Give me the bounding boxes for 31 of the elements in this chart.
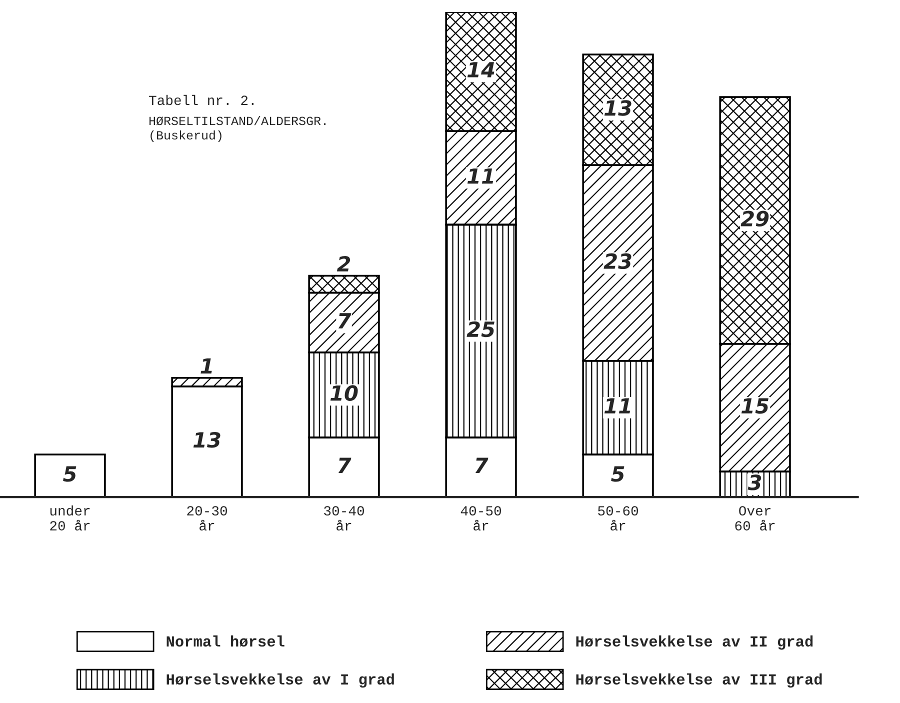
text: HØRSELTILSTAND/ALDERSGR. (Buskerud) [149,116,326,142]
data-label: 2 [336,256,350,272]
x-tick-label: Over 60 år [735,506,775,531]
data-label: 13 [604,100,632,116]
text: Tabell nr. 2. [149,94,254,106]
bar [34,454,106,498]
data-label: 25 [466,321,494,338]
x-tick-label: 20-30 år [187,506,227,531]
data-label: 11 [604,398,630,414]
data-label: 7 [338,313,352,328]
x-tick-label: 40-50 år [460,506,502,531]
data-label: 1 [200,358,212,374]
data-label: 11 [467,168,494,184]
legend-label: Hørselsvekkelse av II grad [576,635,813,650]
x-tick-label: under 20 år [50,505,90,531]
data-label: 7 [338,458,352,473]
data-label: 13 [193,432,220,448]
data-label: 5 [611,466,624,482]
data-label: 3 [748,474,762,490]
data-label: 23 [604,253,632,270]
data-label: 10 [330,385,358,401]
x-tick-label: 50-60 år [598,506,638,531]
legend-label: Normal hørsel [166,635,284,647]
data-label: 14 [467,62,494,78]
data-label: 15 [741,398,768,414]
legend-label: Hørselsvekkelse av III grad [576,673,822,688]
data-label: 29 [740,210,769,227]
data-label: 7 [475,458,488,473]
x-tick-label: 30-40 år [324,506,364,531]
legend-label: Hørselsvekkelse av I grad [166,673,394,688]
data-label: 5 [63,466,76,482]
